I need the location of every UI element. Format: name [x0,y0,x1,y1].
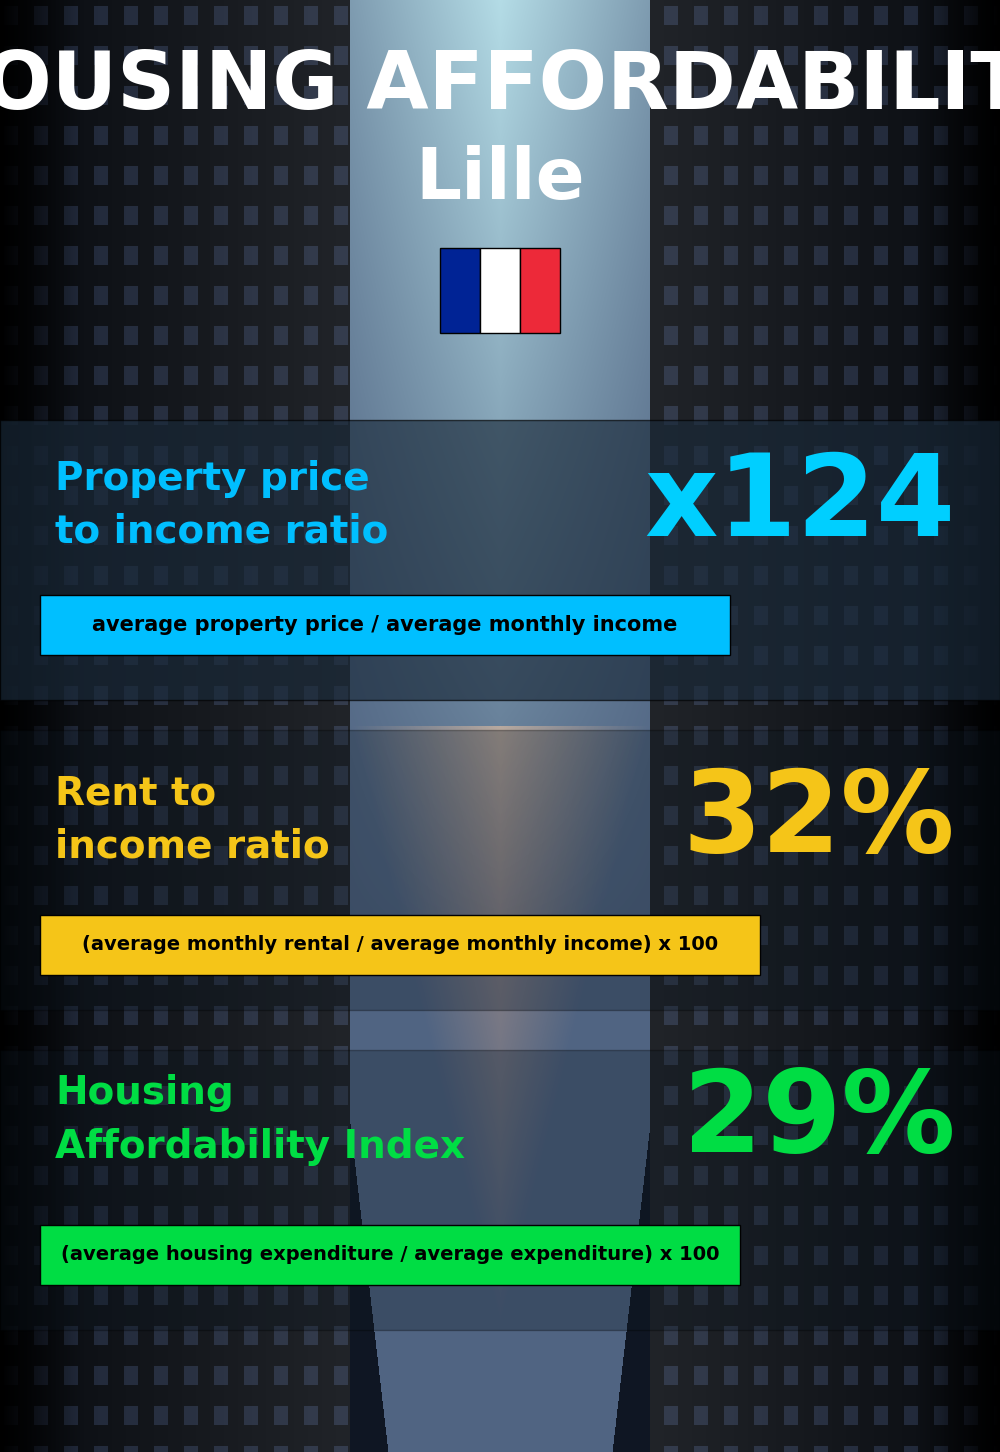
FancyBboxPatch shape [0,420,1000,700]
Text: HOUSING AFFORDABILITY: HOUSING AFFORDABILITY [0,48,1000,126]
FancyBboxPatch shape [520,247,560,333]
FancyBboxPatch shape [0,1050,1000,1330]
FancyBboxPatch shape [0,730,1000,1011]
Text: Rent to
income ratio: Rent to income ratio [55,774,330,865]
FancyBboxPatch shape [40,595,730,655]
Text: Housing
Affordability Index: Housing Affordability Index [55,1074,465,1166]
Text: (average housing expenditure / average expenditure) x 100: (average housing expenditure / average e… [61,1246,719,1265]
Text: (average monthly rental / average monthly income) x 100: (average monthly rental / average monthl… [82,935,718,954]
Text: Lille: Lille [415,145,585,213]
Text: 29%: 29% [682,1064,955,1176]
FancyBboxPatch shape [40,915,760,974]
FancyBboxPatch shape [40,1225,740,1285]
FancyBboxPatch shape [480,247,520,333]
Text: average property price / average monthly income: average property price / average monthly… [92,616,678,635]
Text: Property price
to income ratio: Property price to income ratio [55,459,388,550]
FancyBboxPatch shape [440,247,480,333]
Text: 32%: 32% [682,765,955,876]
Text: x124: x124 [644,450,955,560]
